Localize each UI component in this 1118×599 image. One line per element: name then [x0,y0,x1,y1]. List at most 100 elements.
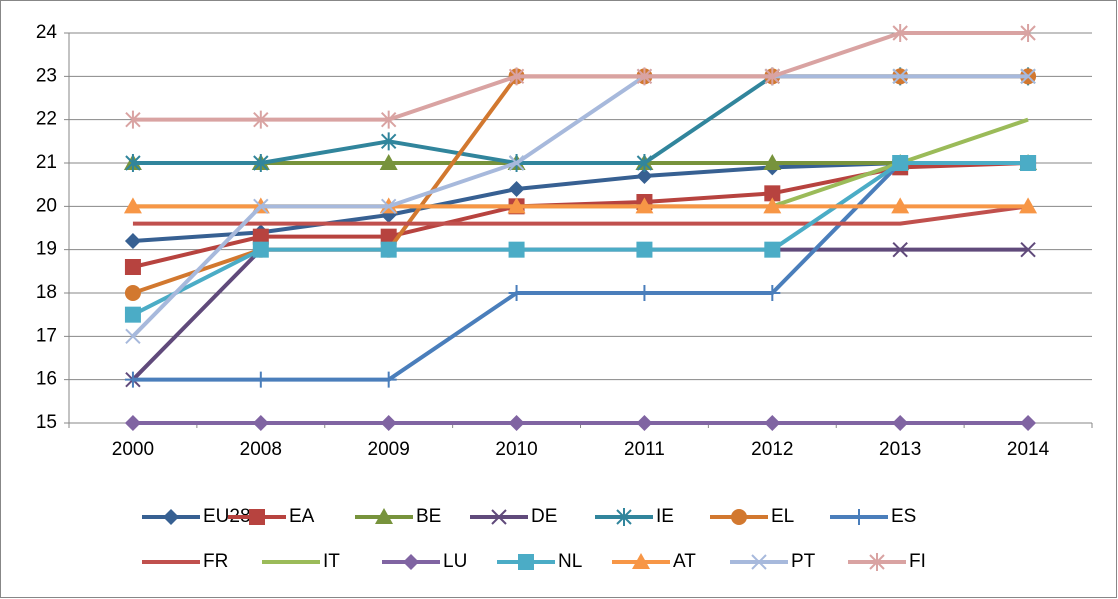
x-tick-label: 2013 [879,439,921,460]
marker [636,168,653,184]
legend-label: IT [323,551,340,572]
legend-label: FI [909,551,926,572]
marker [891,197,910,214]
y-tick-label: 20 [36,195,57,216]
marker [636,154,653,172]
marker [125,154,141,172]
legend-label: BE [416,506,441,527]
marker [636,67,653,86]
y-tick-label: 18 [36,282,57,303]
series [125,24,1036,129]
marker [869,553,885,571]
marker [731,509,747,525]
marker [636,415,653,431]
series-line [132,161,1029,382]
marker [124,259,141,275]
marker [379,154,398,170]
marker [123,197,142,214]
marker [616,508,632,526]
marker [1020,155,1037,171]
marker [751,554,767,570]
legend-label: AT [673,551,696,572]
legend-label: EL [771,506,794,527]
marker [252,371,269,388]
marker [380,198,397,215]
x-tick-label: 2011 [624,439,665,460]
marker [635,197,654,214]
marker [253,198,269,215]
marker [249,509,265,525]
marker [380,371,397,388]
y-tick-label: 17 [36,325,57,346]
marker [892,24,908,42]
marker [763,154,782,170]
marker [253,154,269,172]
marker [851,509,867,525]
marker [163,509,179,525]
y-tick-label: 21 [36,152,57,173]
marker [380,228,397,245]
legend-label: FR [203,551,228,572]
series-line [131,74,1029,338]
series-line [132,31,1029,122]
legend-label: EU28 [203,506,251,527]
x-tick-label: 2009 [368,439,410,460]
marker [764,241,781,258]
legend-label: PT [791,551,816,572]
marker [380,241,397,258]
marker [124,285,141,301]
marker [491,509,507,525]
marker [518,554,534,570]
y-tick-label: 23 [36,65,57,86]
x-tick-label: 2000 [112,439,154,460]
marker [508,155,525,171]
marker [632,553,650,569]
marker [252,228,269,245]
marker [1020,415,1037,431]
series [124,415,1037,431]
marker [124,371,141,388]
series [124,155,1037,323]
marker [124,233,141,249]
marker [125,110,141,129]
legend-label: IE [656,506,674,527]
marker [764,67,781,86]
marker [892,241,908,258]
marker [508,285,525,301]
marker [252,415,269,431]
x-tick-label: 2012 [751,439,793,460]
marker [764,415,781,431]
marker [124,306,141,323]
marker [636,285,653,301]
legend-label: NL [558,551,582,572]
marker [380,110,397,129]
marker [892,155,909,171]
marker [1020,241,1036,258]
marker [508,241,525,258]
marker [764,285,781,301]
marker [380,132,397,151]
legend-label: LU [443,551,467,572]
legend-label: DE [531,506,557,527]
marker [764,185,781,202]
marker [403,554,419,570]
y-tick-label: 16 [36,369,57,390]
marker [508,181,525,197]
marker [1019,197,1038,214]
marker [763,197,782,214]
x-tick-label: 2008 [240,439,282,460]
marker [375,508,393,524]
marker [892,68,908,85]
series [132,204,1029,226]
marker [892,415,909,431]
y-tick-label: 22 [36,109,57,130]
marker [380,415,397,431]
y-tick-label: 24 [36,22,58,43]
marker [508,415,525,431]
y-tick-label: 19 [36,239,57,260]
legend-label: ES [891,506,916,527]
x-tick-label: 2014 [1007,439,1050,460]
legend-label: EA [289,506,315,527]
